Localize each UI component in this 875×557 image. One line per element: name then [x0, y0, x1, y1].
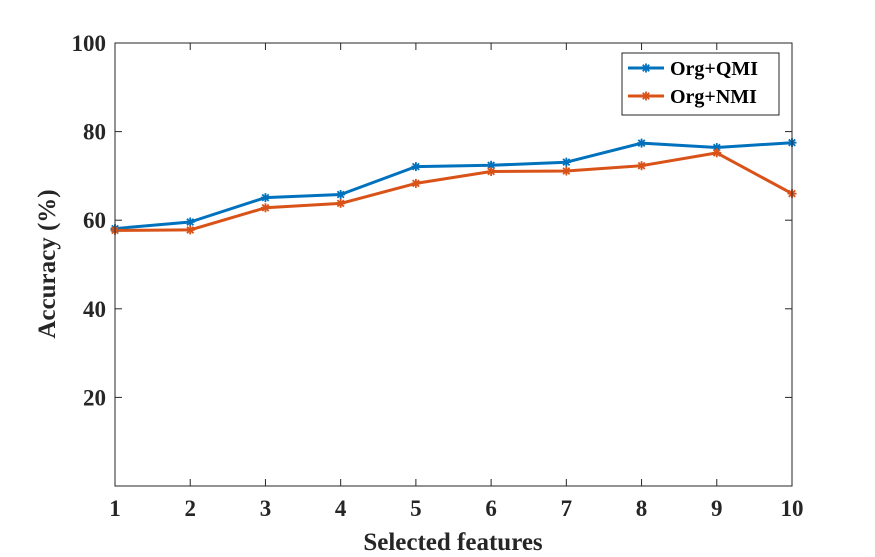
data-point-org-qmi [637, 138, 647, 148]
axes-box [114, 42, 793, 487]
x-tick-label: 2 [184, 496, 196, 521]
series-line-org-nmi [114, 151, 793, 232]
legend-label-org-nmi: Org+NMI [670, 86, 757, 108]
x-tick-label: 4 [335, 496, 347, 521]
y-axis-label: Accuracy (%) [34, 189, 61, 338]
legend-marker-org-qmi [641, 63, 651, 73]
data-point-org-nmi [712, 148, 722, 158]
series-markers [110, 138, 797, 235]
data-point-org-qmi [411, 162, 421, 172]
legend-marker-star [641, 63, 651, 73]
legend-item-org-nmi: Org+NMI [628, 86, 757, 108]
data-point-org-qmi [260, 193, 270, 203]
x-tick-label: 9 [711, 496, 723, 521]
x-tick-label: 1 [109, 496, 121, 521]
legend: Org+QMI Org+NMI [621, 52, 780, 116]
legend-item-org-qmi: Org+QMI [628, 58, 758, 80]
data-point-org-nmi [486, 166, 496, 176]
x-tick-label: 10 [781, 496, 804, 521]
series-lines [114, 141, 793, 232]
y-tick-label: 40 [83, 297, 106, 322]
y-tick-label: 20 [83, 385, 106, 410]
data-point-org-nmi [185, 225, 195, 235]
data-point-org-qmi [336, 190, 346, 200]
x-tick-label: 7 [561, 496, 573, 521]
series-line-org-qmi [114, 141, 793, 231]
data-point-org-qmi [561, 157, 571, 167]
legend-marker-star [641, 91, 651, 101]
legend-marker-org-nmi [641, 91, 651, 101]
data-point-org-nmi [260, 203, 270, 213]
plot-area [115, 43, 792, 486]
x-axis-label: Selected features [363, 529, 543, 556]
axis-tick-labels: 1 2 3 4 5 6 7 8 9 10 20 40 60 80 100 [72, 31, 804, 521]
legend-box [621, 52, 780, 116]
x-tick-label: 6 [485, 496, 497, 521]
data-point-org-nmi [561, 166, 571, 176]
data-point-org-qmi [185, 217, 195, 227]
x-tick-label: 3 [260, 496, 272, 521]
y-tick-label: 60 [83, 208, 106, 233]
y-tick-label: 80 [83, 120, 106, 145]
data-point-org-nmi [336, 198, 346, 208]
data-point-org-nmi [637, 161, 647, 171]
x-tick-label: 5 [410, 496, 422, 521]
data-point-org-nmi [411, 178, 421, 188]
legend-label-org-qmi: Org+QMI [670, 58, 758, 80]
x-tick-label: 8 [636, 496, 648, 521]
y-tick-label: 100 [72, 31, 107, 56]
